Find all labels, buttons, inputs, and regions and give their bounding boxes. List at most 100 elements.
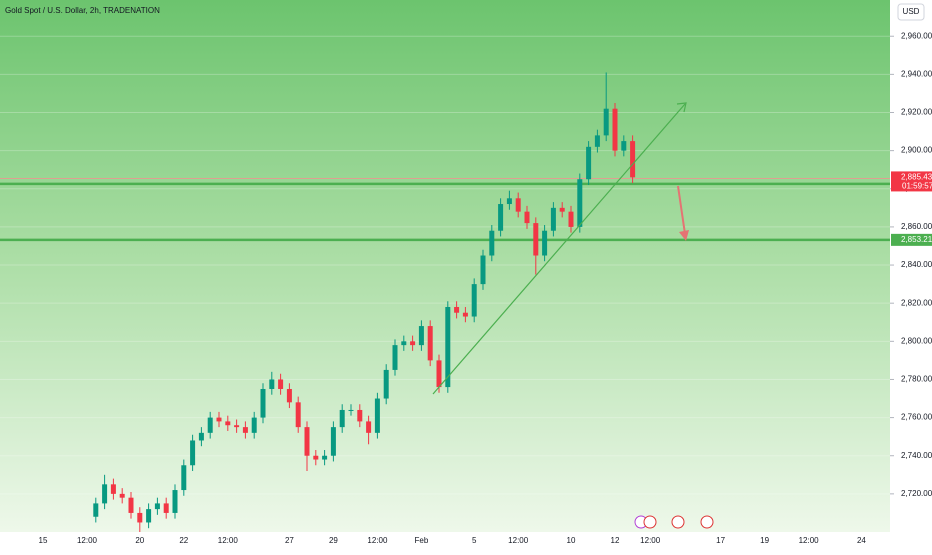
candle-body	[260, 388, 266, 418]
candle-body	[577, 179, 583, 227]
x-tick-label: 12	[611, 536, 620, 545]
candle-body	[410, 341, 416, 346]
candle-body	[286, 388, 292, 403]
x-tick-label: 22	[179, 536, 188, 545]
candle-body	[630, 141, 636, 178]
candle-body	[234, 425, 240, 428]
candle-body	[357, 409, 363, 422]
y-tick-label: 2,740.00	[901, 451, 932, 460]
down-arrow	[677, 185, 686, 235]
level-tag	[891, 233, 932, 246]
candle-body	[163, 503, 169, 513]
trend-line	[432, 103, 686, 395]
candle-body	[93, 503, 99, 517]
x-tick-label: 17	[716, 536, 725, 545]
price-axis	[890, 0, 932, 550]
candle-body	[427, 326, 433, 361]
y-tick-label: 2,760.00	[901, 413, 932, 422]
candle-body	[190, 440, 196, 466]
candle-body	[392, 345, 398, 370]
currency-button[interactable]	[897, 3, 925, 21]
candle-body	[339, 409, 345, 428]
event-icon[interactable]	[671, 515, 685, 529]
y-tick-label: 2,780.00	[901, 375, 932, 384]
candle-body	[454, 306, 460, 313]
candle-body	[533, 223, 539, 256]
candle-body	[559, 207, 565, 212]
candle-body	[366, 421, 372, 433]
candle-body	[207, 417, 213, 433]
last-price-label: 2,885.43	[901, 173, 932, 182]
candle-body	[137, 512, 143, 523]
candle-body	[146, 509, 152, 523]
x-tick-label: Feb	[415, 536, 429, 545]
candle-body	[181, 465, 187, 491]
candle-body	[594, 135, 600, 147]
x-tick-label: 27	[285, 536, 294, 545]
down-arrow-head	[679, 230, 689, 241]
candle-body	[269, 379, 275, 389]
y-tick-label: 2,860.00	[901, 222, 932, 231]
candle-body	[418, 326, 424, 346]
candle-body	[348, 409, 354, 411]
event-icons	[634, 515, 714, 529]
candle-body	[216, 417, 222, 422]
time-axis	[0, 532, 890, 550]
candle-body	[225, 421, 231, 426]
x-tick-label: 12:00	[367, 536, 388, 545]
candle-body	[374, 398, 380, 433]
candle-body	[119, 493, 125, 498]
y-tick-label: 2,920.00	[901, 108, 932, 117]
candle-body	[489, 230, 495, 256]
x-tick-label: 24	[857, 536, 866, 545]
candle-body	[154, 503, 160, 510]
candle-body	[445, 306, 451, 388]
trend-arrow-head	[676, 102, 687, 113]
candle-body	[198, 432, 204, 441]
y-tick-label: 2,820.00	[901, 298, 932, 307]
candle-body	[322, 455, 328, 460]
candle-body	[506, 198, 512, 205]
x-tick-label: 15	[39, 536, 48, 545]
x-tick-label: 5	[472, 536, 477, 545]
y-tick-label: 2,940.00	[901, 69, 932, 78]
x-tick-label: 29	[329, 536, 338, 545]
candle-body	[172, 490, 178, 513]
candle-body	[330, 427, 336, 456]
x-tick-label: 12:00	[640, 536, 661, 545]
y-tick-label: 2,840.00	[901, 260, 932, 269]
x-tick-label: 12:00	[218, 536, 239, 545]
candle-body	[383, 369, 389, 399]
candle-body	[498, 204, 504, 231]
last-price-tag	[891, 171, 932, 192]
event-icon[interactable]	[643, 515, 657, 529]
candle-body	[462, 312, 468, 317]
plot-background	[0, 0, 890, 532]
candle-body	[295, 402, 301, 428]
candle-body	[401, 341, 407, 346]
candle-body	[128, 497, 134, 513]
y-tick-label: 2,800.00	[901, 336, 932, 345]
candle-body	[471, 284, 477, 317]
x-tick-label: 12:00	[77, 536, 98, 545]
x-tick-label: 20	[135, 536, 144, 545]
candle-body	[603, 108, 609, 136]
candle-body	[524, 211, 530, 224]
drawings	[432, 102, 689, 395]
currency-label: USD	[903, 7, 920, 16]
candle-body	[242, 427, 248, 433]
chart-title: Gold Spot / U.S. Dollar, 2h, TRADENATION	[5, 6, 160, 15]
candle-body	[568, 211, 574, 227]
event-icon[interactable]	[700, 515, 714, 529]
x-tick-label: 10	[567, 536, 576, 545]
candle-body	[436, 360, 442, 388]
candle-body	[621, 141, 627, 151]
y-tick-label: 2,720.00	[901, 489, 932, 498]
y-tick-label: 2,900.00	[901, 146, 932, 155]
candle-body	[313, 455, 319, 460]
level-label: 2,853.21	[901, 235, 932, 244]
countdown: 01:59:57	[902, 182, 932, 191]
candle-body	[542, 230, 548, 256]
